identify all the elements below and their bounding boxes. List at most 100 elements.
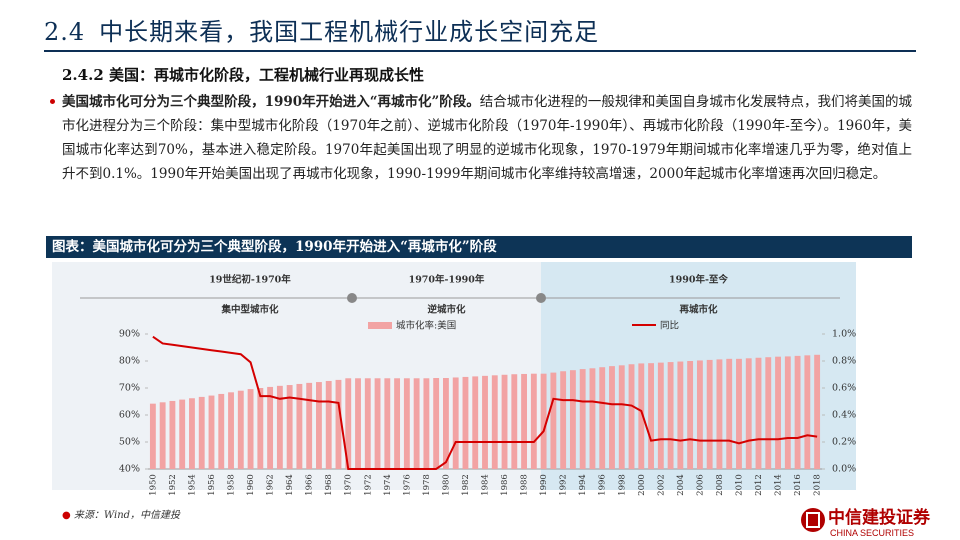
body: 结合城市化进程的一般规律和美国自身城市化发展特点，我们将美国的城市化进程分为三个… [62,94,912,182]
phase-period: 19世纪初-1970年 [209,274,291,286]
phase-marker [347,293,357,303]
bar [696,360,703,469]
x-tick-label: 2004 [676,474,686,496]
header-number: 2.4 [44,18,86,46]
bar [814,354,821,469]
bar [560,371,567,469]
y-tick-label: 60% [119,410,140,421]
bar [228,392,234,469]
header-rule [44,50,916,52]
bar [599,367,606,469]
x-tick-label: 2006 [695,474,705,496]
bar [247,389,254,469]
bar [472,376,479,469]
y-tick-label: 40% [119,464,140,475]
x-tick-label: 1982 [461,474,471,496]
y-tick-label: 70% [119,383,140,394]
bar [648,363,654,469]
bar [765,357,772,469]
bar [638,363,645,469]
bar [687,361,694,469]
y2-tick-label: 0.2% [832,437,856,448]
bar [306,382,313,469]
phase-name: 集中型城市化 [220,304,279,316]
x-tick-label: 1962 [266,474,276,496]
phase-name: 再城市化 [679,304,718,316]
phase-marker [536,293,546,303]
bar [208,395,215,469]
bar [276,385,283,469]
x-tick-label: 1996 [598,474,608,496]
x-tick-label: 1956 [207,474,217,496]
bar [530,373,537,469]
bar [589,368,596,469]
bar [540,373,547,469]
x-tick-label: 1966 [305,474,315,496]
bar [413,378,420,469]
header-title: 中长期来看，我国工程机械行业成长空间充足 [99,18,600,46]
logo-mark [801,508,825,532]
y2-tick-label: 0.8% [832,356,856,367]
y2-tick-label: 1.0% [832,329,856,340]
bar [394,378,401,469]
y2-tick-label: 0.6% [832,383,856,394]
bar [579,369,586,469]
x-tick-label: 1952 [168,474,178,496]
paragraph: 美国城市化可分为三个典型阶段，1990年开始进入“再城市化”阶段。结合城市化进程… [50,90,912,186]
x-tick-label: 1970 [344,474,354,496]
x-tick-label: 1986 [500,474,510,496]
bar [482,375,488,469]
logo-en: CHINA SECURITIES [830,528,915,538]
x-tick-label: 2018 [813,474,823,496]
bar [804,355,811,469]
x-tick-label: 1990 [539,474,549,496]
bar [609,366,615,469]
bar [657,362,664,469]
bar [384,378,391,469]
bar [159,402,166,469]
bar [511,374,518,469]
bar [452,377,459,469]
x-tick-label: 1974 [383,474,393,496]
legend-swatch [368,322,392,329]
x-tick-label: 2016 [793,474,803,496]
x-tick-label: 2012 [754,474,764,496]
x-tick-label: 1954 [187,474,197,496]
bar [706,359,713,469]
x-tick-label: 1994 [578,474,588,496]
y2-tick-label: 0.4% [832,410,856,421]
logo: 中信建投证券 CHINA SECURITIES [800,503,930,538]
source: ● 来源：Wind，中信建投 [62,510,181,521]
x-tick-label: 2000 [637,474,647,496]
header: 2.4 中长期来看，我国工程机械行业成长空间充足 [44,12,599,47]
x-tick-label: 1980 [441,474,451,496]
bar [218,393,225,469]
x-tick-label: 1968 [324,474,334,496]
bar [189,398,195,469]
x-tick-label: 1992 [559,474,569,496]
bar [423,378,430,469]
section-title: 2.4.2 美国：再城市化阶段，工程机械行业再现成长性 [62,66,424,84]
y-tick-label: 80% [119,356,140,367]
bar [149,403,156,469]
x-tick-label: 2008 [715,474,725,496]
x-tick-label: 2014 [774,474,784,496]
bar [403,378,410,469]
bar [521,373,528,469]
bar [325,380,332,469]
x-tick-label: 1998 [617,474,627,496]
bar [442,378,449,469]
bar [794,355,801,469]
bar [491,375,498,469]
bar [364,378,371,469]
bar [433,378,440,469]
y2-tick-label: 0.0% [832,464,856,475]
x-tick-label: 1972 [363,474,373,496]
lead: 美国城市化可分为三个典型阶段，1990年开始进入“再城市化”阶段。 [62,94,480,110]
bar [286,385,293,469]
x-tick-label: 1958 [227,474,237,496]
figure-caption: 图表：美国城市化可分为三个典型阶段，1990年开始进入“再城市化”阶段 [46,236,912,258]
phase-period: 1970年-1990年 [409,274,485,286]
